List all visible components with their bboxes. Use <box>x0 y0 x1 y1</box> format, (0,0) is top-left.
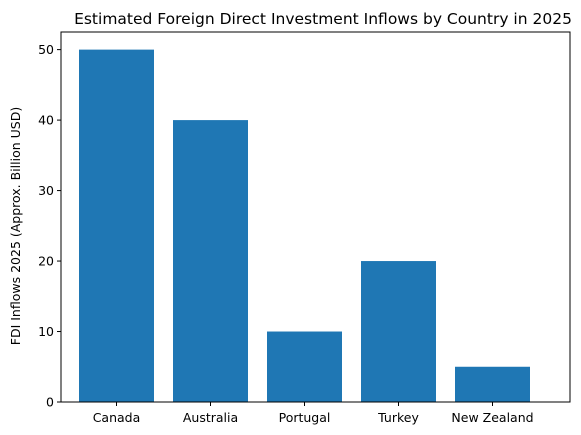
x-tick-label: Turkey <box>377 410 419 425</box>
x-tick-label: Portugal <box>279 410 331 425</box>
y-tick-label: 20 <box>38 254 54 269</box>
bars-group <box>79 49 530 403</box>
y-tick-label: 30 <box>38 183 54 198</box>
bar-turkey <box>361 261 436 402</box>
plot-frame <box>60 31 571 403</box>
x-tick-label: Canada <box>93 410 141 425</box>
plot-area-border <box>60 31 571 403</box>
y-tick-label: 40 <box>38 113 54 128</box>
x-tick-label: New Zealand <box>451 410 533 425</box>
y-axis-label: FDI Inflows 2025 (Approx. Billion USD) <box>8 107 23 345</box>
bar-portugal <box>267 331 342 402</box>
bar-new-zealand <box>455 366 530 402</box>
bar-australia <box>173 120 248 402</box>
y-tick-label: 0 <box>46 395 54 410</box>
y-tick-label: 10 <box>38 324 54 339</box>
x-ticks-group: Canada Australia Portugal Turkey New Zealand <box>93 402 534 425</box>
bar-canada <box>79 49 154 403</box>
x-tick-label: Australia <box>183 410 238 425</box>
y-ticks-group: 0 10 20 30 40 50 <box>38 42 61 410</box>
chart-title: Estimated Foreign Direct Investment Infl… <box>74 10 572 28</box>
y-tick-label: 50 <box>38 42 54 57</box>
